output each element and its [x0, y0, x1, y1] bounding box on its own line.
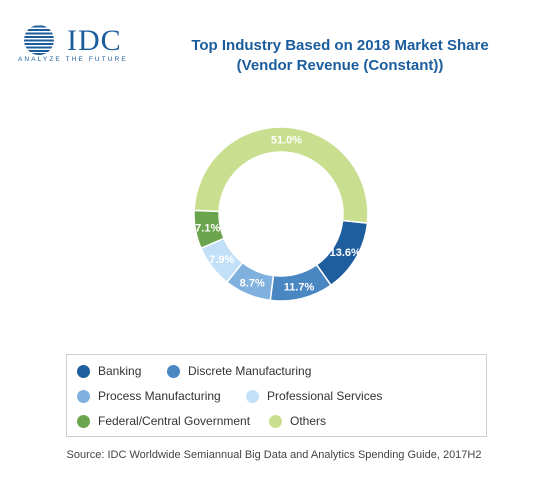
logo-tagline: ANALYZE THE FUTURE	[18, 56, 128, 63]
legend-item-professional-services: Professional Services	[246, 389, 382, 403]
legend-label: Process Manufacturing	[98, 389, 221, 403]
legend-item-others: Others	[269, 414, 326, 428]
data-label-discrete-manufacturing: 11.7%	[284, 281, 315, 293]
legend-label: Professional Services	[267, 389, 383, 403]
data-label-others: 51.0%	[271, 135, 302, 147]
legend-swatch	[77, 364, 90, 378]
data-label-federal-central-government: 7.1%	[195, 222, 220, 234]
legend-item-discrete-manufacturing: Discrete Manufacturing	[167, 364, 311, 378]
legend-swatch	[269, 414, 282, 428]
slice-others	[193, 126, 369, 224]
legend-item-process-manufacturing: Process Manufacturing	[77, 389, 221, 403]
legend-swatch	[167, 364, 180, 378]
legend-label: Others	[290, 414, 327, 428]
legend-label: Banking	[98, 364, 142, 378]
legend-swatch	[77, 414, 90, 428]
legend-swatch	[246, 389, 259, 403]
legend-swatch	[77, 389, 90, 403]
source-note: Source: IDC Worldwide Semiannual Big Dat…	[66, 449, 482, 461]
idc-logo: IDC ANALYZE THE FUTURE	[16, 25, 134, 67]
data-label-professional-services: 7.9%	[209, 254, 234, 266]
logo-wordmark: IDC	[67, 24, 122, 57]
legend-label: Federal/Central Government	[98, 414, 251, 428]
data-label-process-manufacturing: 8.7%	[240, 278, 265, 290]
chart-title-line-2: (Vendor Revenue (Constant))	[236, 57, 444, 74]
donut-chart: 13.6% 11.7% 8.7% 7.9% 7.1% 51.0%	[193, 126, 369, 302]
chart-title: Top Industry Based on 2018 Market Share …	[150, 36, 530, 76]
data-label-banking: 13.6%	[330, 247, 361, 259]
chart-legend: Banking Discrete Manufacturing Process M…	[66, 354, 487, 437]
legend-item-federal-central-government: Federal/Central Government	[77, 414, 250, 428]
legend-label: Discrete Manufacturing	[188, 364, 312, 378]
idc-globe-icon	[24, 25, 54, 55]
chart-title-line-1: Top Industry Based on 2018 Market Share	[191, 37, 489, 54]
legend-item-banking: Banking	[77, 364, 141, 378]
